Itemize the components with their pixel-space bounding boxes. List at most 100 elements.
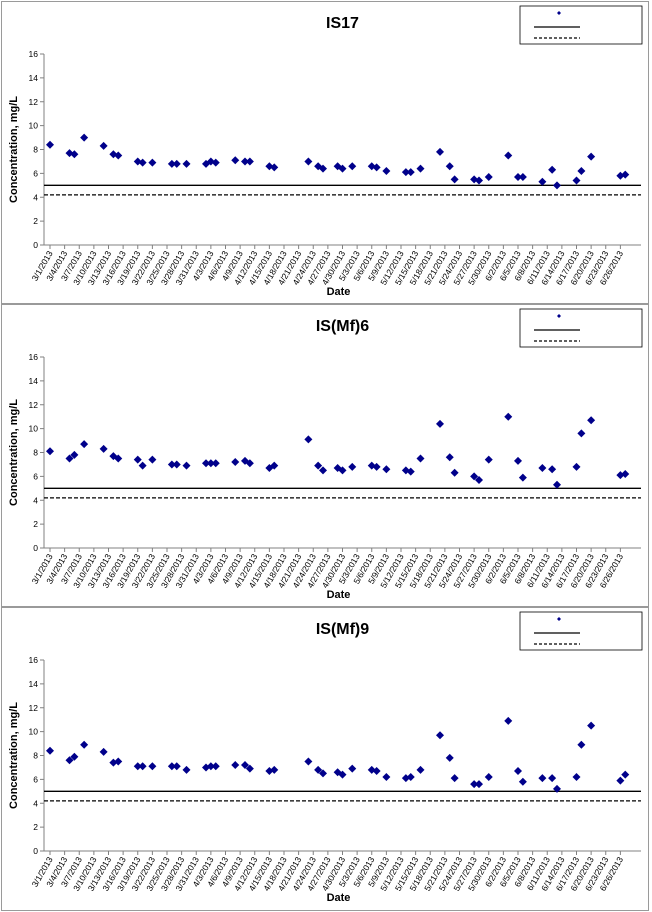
y-tick-label: 0: [33, 846, 38, 856]
data-point: [148, 158, 157, 167]
data-point: [80, 133, 89, 142]
data-point: [548, 165, 557, 174]
data-point: [109, 758, 118, 767]
data-point: [245, 764, 254, 773]
chart-panel-is17: IS17 Concentration, mg/L 0 2 4 6 8 10 12 14 16 3/1/…: [1, 1, 649, 304]
y-tick-label: 14: [29, 73, 39, 83]
data-point: [99, 444, 108, 453]
data-point: [138, 762, 147, 771]
data-point: [382, 166, 391, 175]
data-point: [182, 461, 191, 470]
y-tick-label: 14: [29, 376, 39, 386]
data-point: [241, 157, 249, 166]
data-point: [445, 753, 454, 762]
data-point: [470, 780, 479, 789]
data-point: [99, 747, 108, 756]
data-point: [304, 757, 313, 766]
data-point: [202, 459, 210, 468]
data-point: [450, 774, 459, 783]
data-point: [416, 454, 425, 463]
data-point: [450, 175, 459, 184]
data-point: [475, 475, 483, 484]
data-point: [372, 163, 381, 172]
data-point: [553, 480, 561, 489]
y-tick-label: 2: [33, 216, 38, 226]
y-axis-label: Concentration, mg/L: [8, 702, 20, 809]
y-tick-label: 12: [29, 400, 39, 410]
data-point: [133, 762, 142, 771]
data-point: [65, 756, 74, 765]
data-point: [445, 162, 454, 171]
x-axis-label: Date: [327, 589, 351, 601]
y-tick-label: 10: [29, 121, 39, 131]
data-point: [270, 765, 279, 774]
data-point: [577, 429, 586, 438]
data-point: [138, 461, 147, 470]
data-point: [548, 465, 557, 474]
data-point: [304, 435, 313, 444]
data-point: [504, 412, 513, 421]
chart-panel-ismf9: IS(Mf)9 Concentration, mg/L 0 2 4 6 8 10 12 14 16 3…: [1, 607, 649, 911]
data-point: [245, 157, 254, 166]
data-point: [382, 772, 391, 781]
data-point: [348, 162, 357, 171]
data-point: [182, 765, 191, 774]
data-point: [504, 716, 513, 725]
data-point: [114, 151, 123, 160]
data-point: [475, 176, 483, 185]
legend-diamond-marker: [557, 11, 561, 15]
data-point: [241, 761, 249, 770]
data-point: [382, 465, 391, 474]
data-point: [314, 461, 323, 470]
chart-title: IS(Mf)6: [316, 318, 369, 335]
data-point: [211, 762, 220, 771]
chart-title: IS(Mf)9: [316, 621, 369, 638]
y-tick-label: 8: [33, 448, 38, 458]
data-point: [587, 416, 596, 425]
data-point: [148, 762, 157, 771]
y-tick-label: 16: [29, 655, 39, 665]
data-point: [548, 774, 557, 783]
y-tick-label: 16: [29, 49, 39, 59]
data-point: [572, 772, 581, 781]
data-point: [484, 772, 493, 781]
data-point: [372, 767, 381, 776]
data-point: [470, 472, 479, 481]
data-point: [65, 454, 74, 463]
data-point: [621, 770, 630, 779]
data-point: [436, 419, 444, 428]
data-point: [553, 784, 561, 793]
y-tick-label: 12: [29, 97, 39, 107]
data-point: [518, 777, 527, 786]
data-point: [406, 467, 415, 476]
data-point: [577, 166, 586, 175]
data-point: [416, 765, 425, 774]
x-axis-label: Date: [327, 892, 351, 904]
data-point: [319, 466, 327, 475]
y-tick-label: 8: [33, 751, 38, 761]
data-point: [621, 170, 630, 179]
y-tick-label: 10: [29, 424, 39, 434]
data-point: [211, 459, 220, 468]
y-tick-label: 2: [33, 822, 38, 832]
chart-panel-ismf6: IS(Mf)6 Concentration, mg/L 0 2 4 6 8 10 12 14 16 3…: [1, 304, 649, 607]
data-point: [401, 168, 410, 177]
data-point: [484, 455, 493, 464]
data-point: [616, 776, 625, 785]
data-point: [211, 158, 220, 167]
data-point: [348, 764, 357, 773]
data-point: [338, 466, 347, 475]
legend-diamond-marker: [557, 617, 561, 621]
data-point: [80, 440, 89, 449]
data-point: [406, 168, 415, 177]
legend: [519, 308, 643, 348]
data-point: [587, 152, 596, 161]
data-point: [167, 159, 176, 168]
data-point: [265, 464, 274, 473]
y-tick-label: 14: [29, 679, 39, 689]
chart-title: IS17: [326, 15, 359, 32]
data-point: [46, 447, 54, 456]
data-point: [538, 774, 547, 783]
